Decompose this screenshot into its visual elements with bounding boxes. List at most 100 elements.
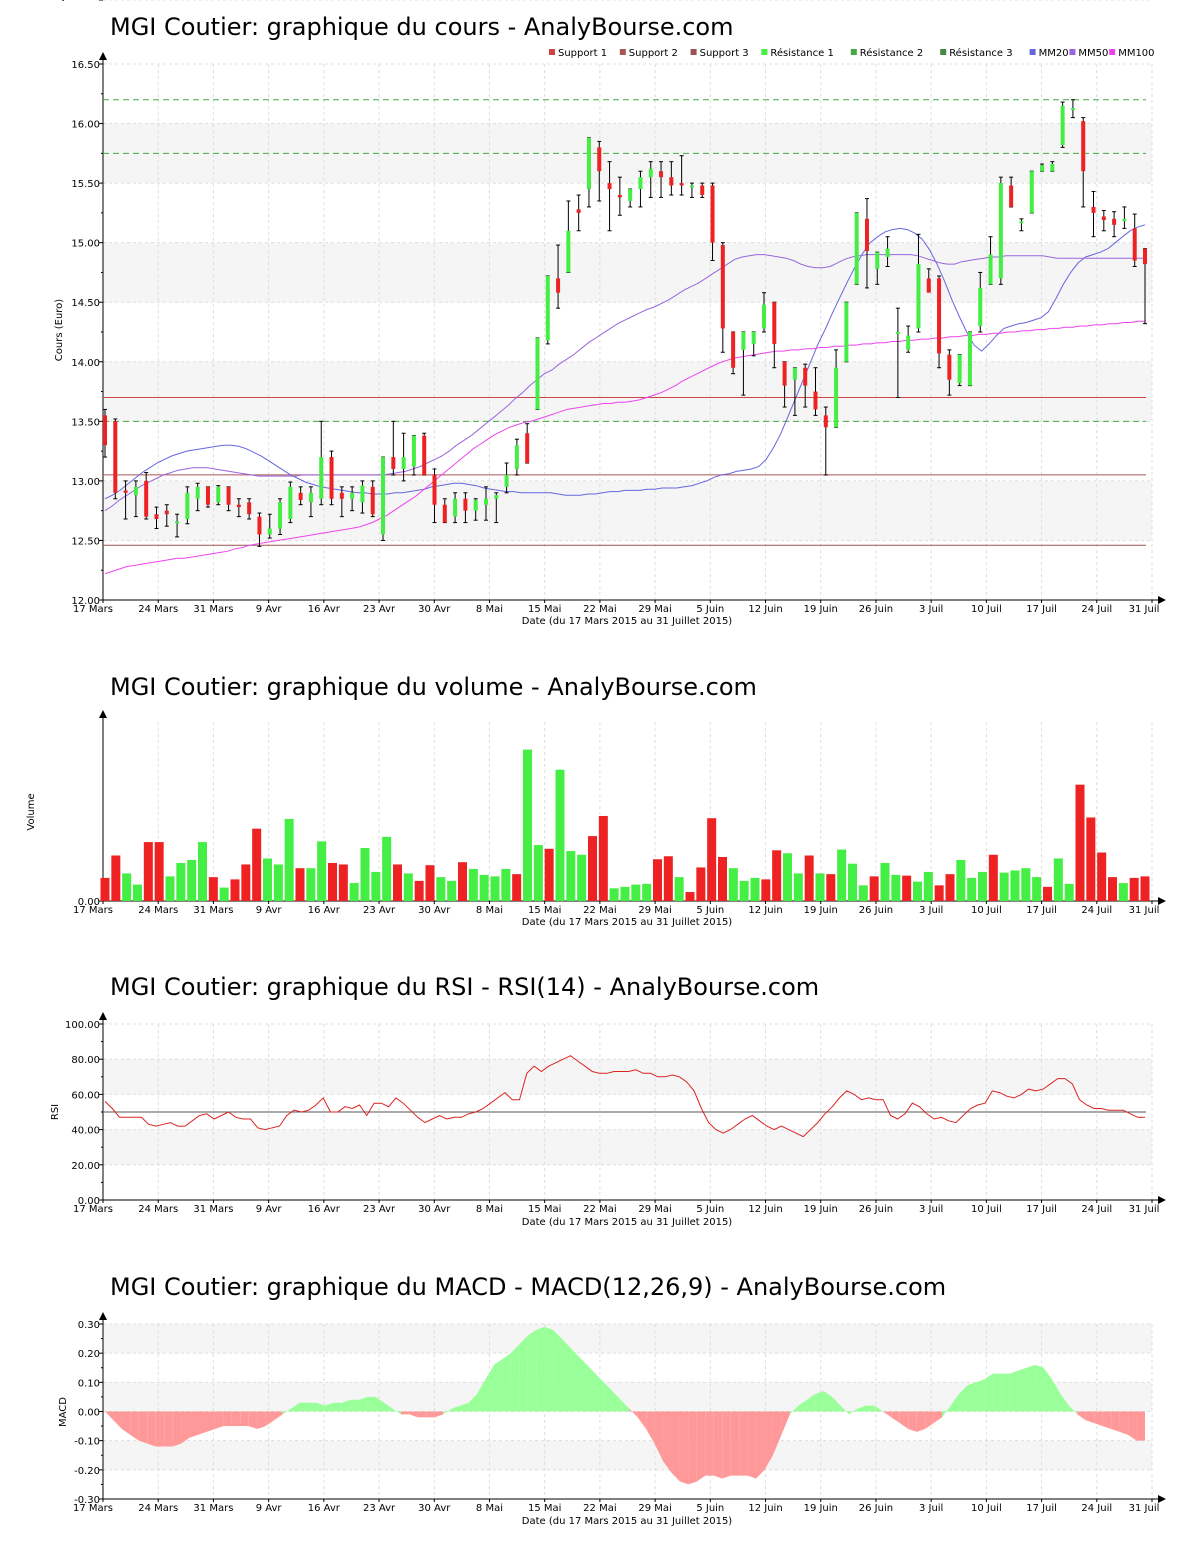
macd-area-segment (1094, 1411, 1103, 1427)
volume-xtick-label: 12 Juin (748, 905, 782, 916)
volume-bar (284, 818, 294, 901)
macd-area-segment (789, 1405, 799, 1415)
price-candle (329, 457, 334, 499)
price-candle (133, 486, 138, 496)
volume-xlabel: Date (du 17 Mars 2015 au 31 Juillet 2015… (522, 917, 733, 928)
macd-ylabel: MACD (58, 1397, 69, 1427)
legend-item: Support 2 (629, 48, 678, 59)
volume-bar (198, 842, 207, 901)
macd-area-segment (815, 1391, 824, 1412)
macd-area-segment (282, 1408, 292, 1415)
volume-bar (837, 849, 847, 901)
price-candle (1060, 105, 1065, 145)
price-candle (731, 332, 736, 368)
macd-xtick-label: 23 Avr (363, 1503, 396, 1514)
price-candle (586, 137, 591, 190)
price-candle (205, 486, 210, 505)
volume-bar (187, 859, 197, 901)
volume-bar (468, 868, 478, 901)
volume-xtick-label: 16 Avr (308, 905, 341, 916)
legend-swatch (690, 49, 697, 55)
volume-bar (934, 885, 944, 901)
volume-xtick-label: 24 Mars (138, 905, 178, 916)
volume-bar (143, 842, 153, 901)
macd-area-segment (882, 1411, 892, 1418)
volume-bar (696, 867, 706, 901)
volume-bar (588, 836, 597, 901)
macd-area-segment (908, 1411, 917, 1432)
macd-area-segment (130, 1411, 139, 1441)
macd-xtick-label: 15 Mai (528, 1503, 561, 1514)
macd-area-segment (992, 1373, 1002, 1412)
volume-bar (165, 876, 175, 901)
macd-area-segment (1128, 1411, 1137, 1441)
rsi-xtick-label: 29 Mai (638, 1204, 671, 1215)
price-band (103, 361, 1152, 422)
volume-bar (447, 880, 457, 901)
volume-xtick-label: 29 Mai (638, 905, 671, 916)
volume-bar (1043, 886, 1052, 901)
macd-area-segment (105, 1411, 114, 1421)
macd-area-segment (307, 1402, 317, 1412)
price-candle (689, 185, 694, 188)
volume-bar (707, 818, 717, 901)
price-candle (154, 514, 159, 520)
volume-bar (826, 874, 836, 901)
price-candle (381, 457, 386, 535)
volume-bar (750, 877, 760, 901)
macd-area-segment (696, 1411, 706, 1482)
volume-bar (891, 874, 901, 901)
macd-area-segment (772, 1411, 782, 1456)
price-xtick-label: 26 Juin (859, 604, 893, 615)
price-candle (1132, 228, 1137, 261)
legend-swatch (1109, 49, 1116, 55)
macd-area-segment (756, 1411, 765, 1479)
price-candle (288, 486, 293, 520)
macd-area-segment (1043, 1367, 1052, 1412)
rsi-chart-title: MGI Coutier: graphique du RSI - RSI(14) … (110, 973, 819, 1001)
volume-bar (1086, 817, 1096, 901)
macd-area-segment (113, 1411, 122, 1429)
macd-area-segment (299, 1402, 308, 1412)
macd-ytick-label: 0.20 (78, 1349, 100, 1360)
volume-bar (761, 879, 771, 901)
price-candle (360, 485, 365, 503)
price-candle (483, 498, 488, 505)
legend-swatch (619, 49, 626, 55)
price-ytick-label: 13.50 (71, 417, 100, 428)
price-candle (792, 367, 797, 380)
price-candle (319, 457, 324, 499)
price-legend: Support 1 Support 2 Support 3 Résistance 1 R… (549, 47, 1155, 59)
macd-area-segment (189, 1411, 199, 1438)
macd-area-segment (1035, 1364, 1044, 1412)
volume-xtick-label: 8 Mai (476, 905, 503, 916)
volume-bar (328, 862, 337, 901)
macd-area-segment (1077, 1411, 1086, 1421)
volume-xtick-label: 31 Juil (1129, 905, 1160, 916)
rsi-band (103, 1059, 1152, 1095)
price-candle (401, 457, 406, 469)
volume-bar (306, 868, 316, 901)
price-candle (535, 337, 540, 410)
volume-bar (1140, 876, 1150, 901)
price-candle (638, 177, 643, 190)
macd-xtick-label: 10 Juil (971, 1503, 1002, 1514)
volume-bar (902, 875, 912, 901)
macd-area-segment (713, 1411, 723, 1479)
volume-ylabel: Volume (26, 793, 37, 830)
macd-area-segment (620, 1399, 630, 1412)
macd-area-segment (1111, 1411, 1120, 1432)
volume-bar (371, 871, 381, 901)
price-candle (617, 195, 622, 198)
macd-area-segment (510, 1344, 520, 1412)
rsi-chart: 0.00 20.00 40.00 60.00 80.00 100.00 17 Mars 24 … (65, 1012, 1166, 1215)
price-candle (916, 264, 921, 329)
price-candle (432, 474, 437, 505)
price-candle (247, 502, 252, 515)
volume-bar (555, 769, 565, 901)
macd-area-segment (451, 1405, 461, 1412)
macd-area-segment (629, 1408, 638, 1418)
macd-area-segment (832, 1396, 841, 1412)
volume-bar (804, 855, 814, 901)
